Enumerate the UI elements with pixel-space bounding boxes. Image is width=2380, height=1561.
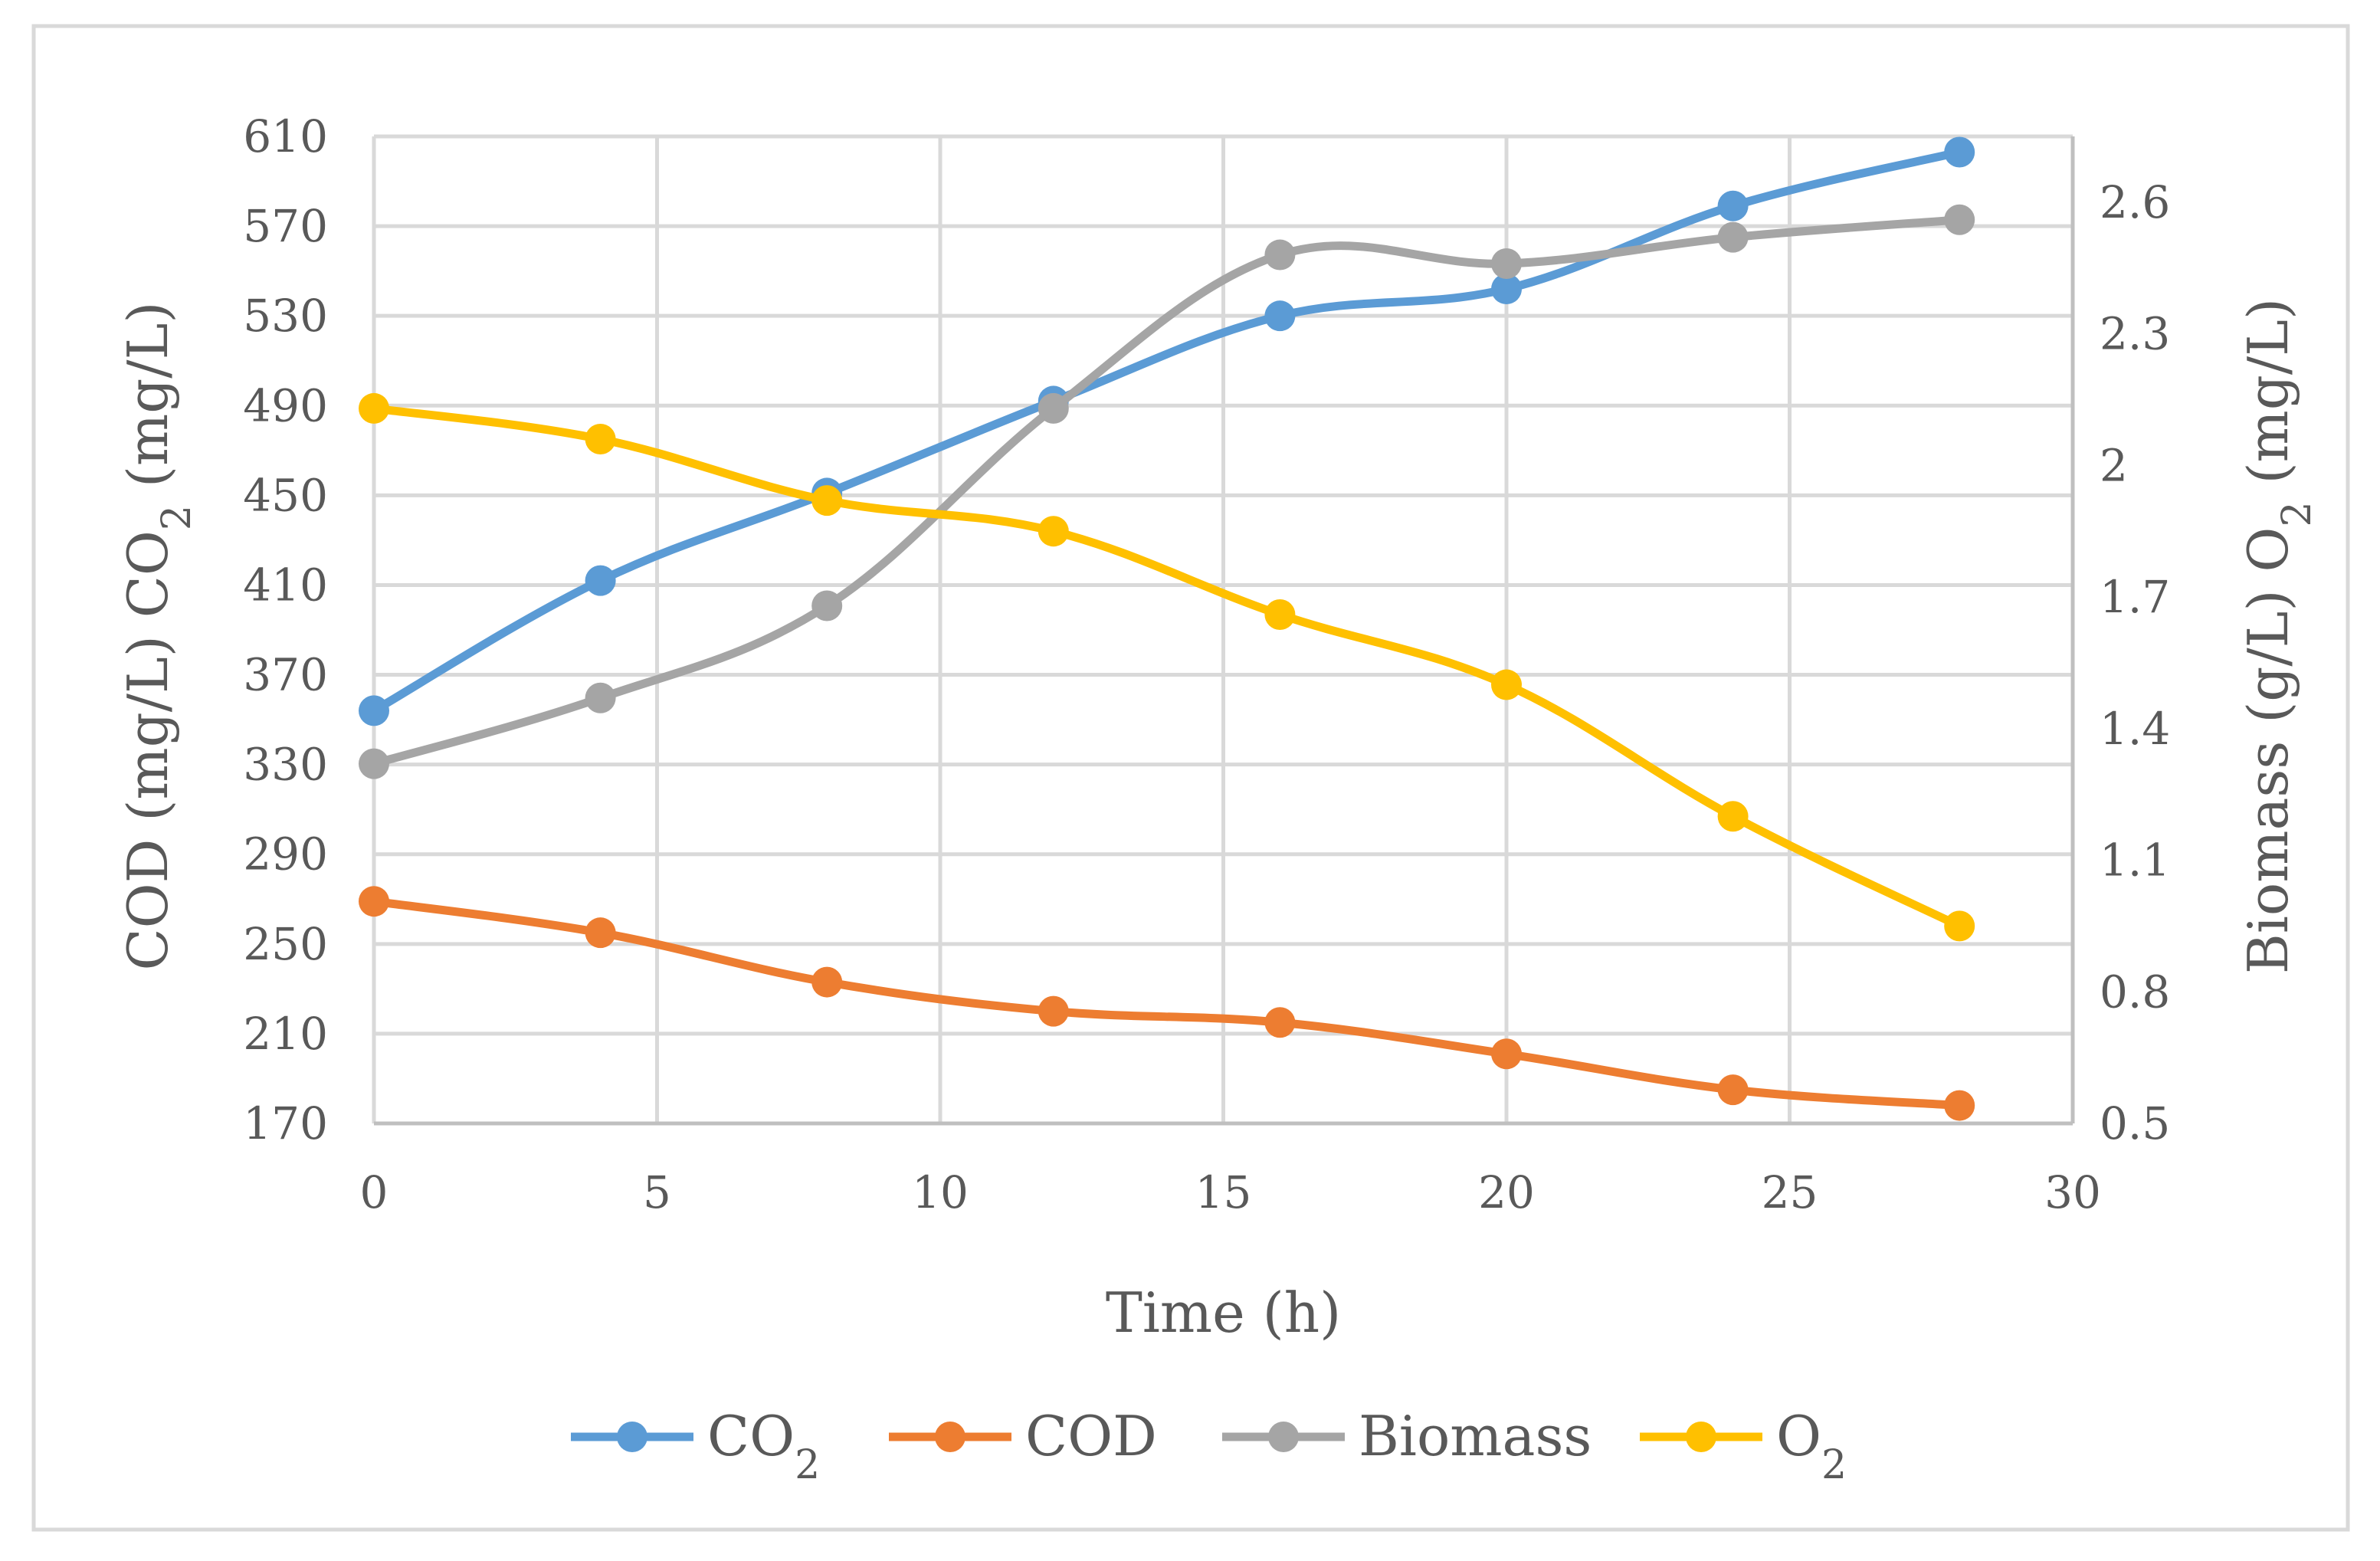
series-line-co2 — [369, 147, 1964, 715]
y-right-axis-title: Biomass (g/L) O2 (mg/L) — [2236, 298, 2320, 974]
data-point-biomass — [1038, 392, 1069, 424]
data-point-biomass — [1491, 248, 1522, 280]
data-point-cod — [1491, 1038, 1522, 1070]
data-point-cod — [1717, 1074, 1749, 1106]
y-left-axis-title: COD (mg/L) CO2 (mg/L) — [116, 302, 200, 971]
y-left-tick-label: 570 — [243, 200, 328, 252]
subscript: 2 — [1821, 1442, 1847, 1488]
data-point-biomass — [585, 682, 616, 713]
data-point-co2 — [1717, 190, 1749, 221]
legend-label: Biomass — [1359, 1404, 1592, 1468]
legend-label: CO2 — [707, 1404, 820, 1488]
subscript: 2 — [795, 1442, 820, 1488]
y-right-tick-label: 1.1 — [2100, 835, 2170, 887]
axes: 0 5 10 15 20 25 301702102502903303704104504905… — [243, 110, 2170, 1218]
data-point-cod — [1264, 1007, 1296, 1038]
data-point-cod — [585, 917, 616, 949]
data-point-co2 — [1264, 300, 1296, 332]
legend-item-o2: O2 — [1640, 1404, 1847, 1488]
legend-marker — [935, 1422, 965, 1452]
x-tick-label: 20 — [1478, 1166, 1535, 1218]
y-right-tick-label: 2 — [2100, 439, 2128, 491]
data-point-o2 — [1264, 598, 1296, 630]
y-left-tick-label: 330 — [243, 739, 328, 791]
y-right-tick-label: 2.6 — [2100, 176, 2170, 228]
series-group — [359, 136, 1975, 1121]
data-point-biomass — [359, 748, 389, 779]
legend-item-cod: COD — [889, 1404, 1157, 1468]
legend: CO2 COD Biomass O2 — [571, 1404, 1847, 1488]
text-part: (mg/L) — [116, 302, 180, 506]
legend-marker — [617, 1422, 647, 1452]
series-cod — [359, 886, 1975, 1121]
data-point-biomass — [1264, 239, 1296, 271]
y-left-tick-label: 250 — [243, 918, 328, 970]
axis-labels: Time (h)COD (mg/L) CO2 (mg/L)Biomass (g/… — [116, 298, 2320, 1345]
x-tick-label: 0 — [360, 1166, 388, 1218]
series-line-biomass — [369, 215, 1964, 769]
subscript: 2 — [154, 505, 200, 530]
y-left-tick-label: 410 — [243, 559, 328, 611]
x-tick-label: 25 — [1762, 1166, 1818, 1218]
text-part: (mg/L) — [2236, 298, 2300, 502]
data-point-o2 — [1944, 910, 1975, 942]
y-left-tick-label: 170 — [243, 1097, 328, 1149]
text-part: Biomass — [1359, 1404, 1592, 1468]
data-point-o2 — [585, 423, 616, 454]
data-point-co2 — [359, 695, 389, 726]
legend-label: O2 — [1776, 1404, 1847, 1488]
subscript: 2 — [2274, 501, 2320, 526]
data-point-o2 — [1491, 669, 1522, 700]
data-point-co2 — [1944, 136, 1975, 168]
x-tick-label: 30 — [2044, 1166, 2101, 1218]
y-right-tick-label: 0.8 — [2100, 966, 2170, 1018]
y-left-tick-label: 610 — [243, 110, 328, 162]
x-tick-label: 15 — [1195, 1166, 1252, 1218]
y-left-tick-label: 490 — [243, 379, 328, 431]
text-part: O — [1776, 1404, 1821, 1468]
chart-border — [31, 24, 2350, 1532]
data-point-cod — [1944, 1090, 1975, 1121]
legend-marker — [1686, 1422, 1716, 1452]
text-part: CO — [707, 1404, 795, 1468]
data-point-cod — [359, 886, 389, 917]
series-line-cod — [369, 897, 1964, 1110]
legend-label: COD — [1025, 1404, 1157, 1468]
y-right-tick-label: 1.7 — [2100, 571, 2170, 623]
y-left-tick-label: 210 — [243, 1008, 328, 1060]
y-right-tick-label: 0.5 — [2100, 1097, 2170, 1149]
x-axis-title: Time (h) — [1106, 1281, 1341, 1345]
data-point-cod — [1038, 995, 1069, 1027]
data-point-o2 — [811, 485, 843, 517]
text-part: COD (mg/L) CO — [116, 530, 180, 970]
data-point-biomass — [1944, 204, 1975, 235]
series-line-o2 — [369, 404, 1964, 930]
text-part: COD — [1025, 1404, 1157, 1468]
series-o2 — [359, 392, 1975, 942]
series-biomass — [359, 204, 1975, 779]
data-point-o2 — [359, 392, 389, 424]
y-right-tick-label: 2.3 — [2100, 308, 2170, 360]
y-right-tick-label: 1.4 — [2100, 703, 2170, 755]
data-point-cod — [811, 966, 843, 998]
data-point-o2 — [1717, 801, 1749, 832]
data-point-biomass — [811, 590, 843, 621]
data-point-co2 — [1491, 274, 1522, 305]
y-left-tick-label: 530 — [243, 290, 328, 342]
series-co2 — [359, 136, 1975, 726]
data-point-biomass — [1717, 221, 1749, 253]
legend-item-biomass: Biomass — [1222, 1404, 1592, 1468]
y-left-tick-label: 370 — [243, 649, 328, 701]
text-part: Biomass (g/L) O — [2236, 527, 2300, 975]
data-point-co2 — [585, 565, 616, 596]
x-tick-label: 10 — [912, 1166, 969, 1218]
y-left-tick-label: 450 — [243, 469, 328, 521]
x-tick-label: 5 — [643, 1166, 671, 1218]
legend-item-co2: CO2 — [571, 1404, 820, 1488]
data-point-o2 — [1038, 516, 1069, 547]
legend-marker — [1268, 1422, 1299, 1452]
y-left-tick-label: 290 — [243, 828, 328, 881]
